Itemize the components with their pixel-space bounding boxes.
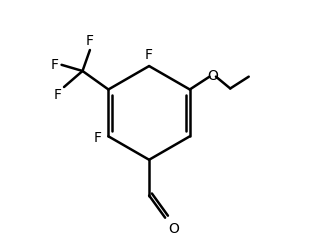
Text: F: F xyxy=(54,88,62,102)
Text: O: O xyxy=(168,222,179,236)
Text: F: F xyxy=(86,33,94,48)
Text: F: F xyxy=(94,130,101,145)
Text: F: F xyxy=(51,58,59,72)
Text: F: F xyxy=(145,48,153,62)
Text: O: O xyxy=(207,69,218,83)
